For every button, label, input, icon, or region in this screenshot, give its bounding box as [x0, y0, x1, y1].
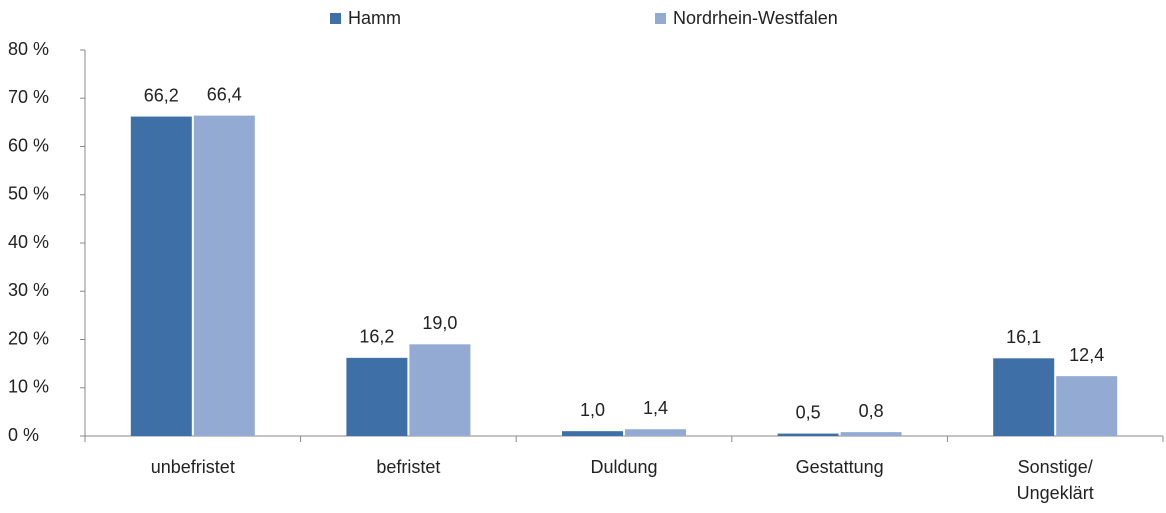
legend-swatch	[655, 13, 666, 24]
bar	[993, 358, 1055, 436]
x-tick-label: Gestattung	[795, 457, 884, 477]
x-tick-label: unbefristet	[150, 457, 235, 477]
legend-swatch	[330, 13, 341, 24]
y-tick-label: 10 %	[8, 377, 49, 397]
legend-label: Hamm	[348, 8, 401, 28]
value-label: 0,5	[796, 402, 821, 422]
y-tick-label: 60 %	[8, 135, 49, 155]
bar	[1056, 376, 1118, 436]
value-label: 0,8	[859, 401, 884, 421]
bar	[130, 116, 192, 437]
value-label: 1,4	[643, 398, 668, 418]
legend-label: Nordrhein-Westfalen	[673, 8, 838, 28]
x-tick-label: Sonstige/ Ungeklärt	[1016, 457, 1094, 503]
bar	[777, 433, 839, 436]
x-tick-label: Duldung	[590, 457, 658, 477]
bar	[346, 357, 408, 436]
y-tick-label: 40 %	[8, 232, 49, 252]
bar	[562, 431, 623, 436]
value-label: 16,1	[1006, 327, 1041, 347]
bar	[193, 115, 255, 437]
bar	[409, 344, 471, 436]
bar	[840, 432, 902, 436]
value-label: 66,2	[144, 85, 179, 105]
x-tick-label: befristet	[376, 457, 441, 477]
y-tick-label: 0 %	[8, 425, 39, 445]
y-tick-label: 80 %	[8, 39, 49, 59]
y-tick-label: 20 %	[8, 328, 49, 348]
value-label: 16,2	[359, 327, 394, 347]
value-label: 12,4	[1069, 345, 1104, 365]
bar	[625, 429, 686, 436]
value-label: 19,0	[422, 313, 457, 333]
y-tick-label: 30 %	[8, 280, 49, 300]
y-tick-label: 70 %	[8, 87, 49, 107]
value-label: 1,0	[580, 400, 605, 420]
value-label: 66,4	[207, 84, 242, 104]
y-tick-label: 50 %	[8, 184, 49, 204]
